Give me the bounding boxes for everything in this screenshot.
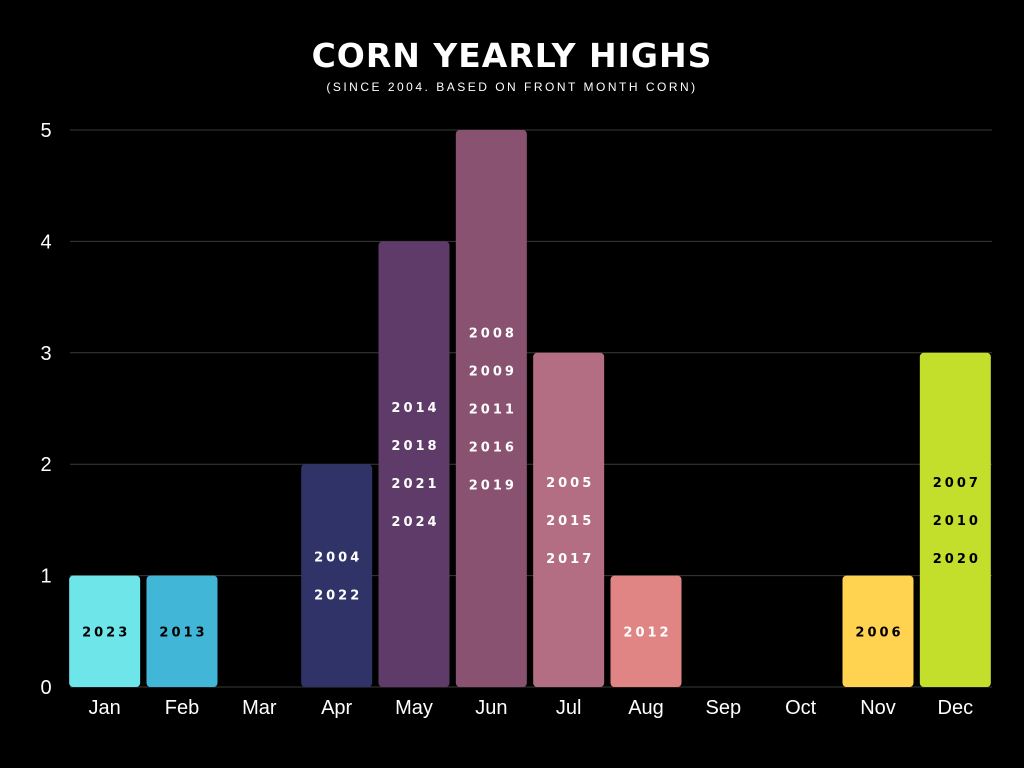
- y-tick-label: 3: [40, 343, 51, 365]
- bar-year-label: 2018: [391, 439, 439, 454]
- bar-year-label: 2019: [469, 479, 517, 494]
- bar: [378, 241, 450, 687]
- x-tick-label: Nov: [860, 697, 896, 719]
- y-tick-label: 2: [40, 454, 51, 476]
- chart-title: CORN YEARLY HIGHS: [311, 36, 713, 75]
- bar-year-label: 2005: [546, 476, 594, 491]
- y-tick-label: 5: [40, 120, 51, 142]
- bar-year-label: 2006: [855, 625, 903, 640]
- bar: [610, 575, 682, 687]
- x-tick-label: Dec: [938, 697, 974, 719]
- x-tick-label: Mar: [242, 697, 277, 719]
- bar-year-label: 2004: [314, 551, 362, 566]
- x-tick-label: Feb: [165, 697, 199, 719]
- bar: [842, 575, 914, 687]
- bar-year-label: 2022: [314, 589, 362, 604]
- x-tick-label: Apr: [321, 697, 352, 719]
- y-tick-label: 0: [40, 677, 51, 699]
- bar: [146, 575, 218, 687]
- bar-year-label: 2014: [391, 401, 439, 416]
- bar: [455, 130, 527, 687]
- bar: [533, 352, 605, 687]
- bar-year-label: 2007: [933, 476, 981, 491]
- y-tick-label: 4: [40, 231, 51, 253]
- x-tick-label: Jan: [89, 697, 121, 719]
- bar: [69, 575, 141, 687]
- bar-year-label: 2015: [546, 514, 594, 529]
- bar-year-label: 2021: [391, 477, 439, 492]
- bar-year-label: 2016: [469, 441, 517, 456]
- y-tick-label: 1: [40, 566, 51, 588]
- bar-year-label: 2012: [623, 625, 671, 640]
- x-tick-label: Aug: [628, 697, 664, 719]
- bar: [919, 352, 991, 687]
- x-tick-label: Oct: [785, 697, 817, 719]
- bar-year-label: 2023: [82, 625, 130, 640]
- bar-year-label: 2020: [933, 552, 981, 567]
- x-tick-label: Sep: [706, 697, 742, 719]
- bar-year-label: 2013: [159, 625, 207, 640]
- x-tick-label: Jun: [475, 697, 507, 719]
- bar-year-label: 2008: [469, 327, 517, 342]
- bar-year-label: 2010: [933, 514, 981, 529]
- chart-subtitle: (SINCE 2004. BASED ON FRONT MONTH CORN): [326, 80, 698, 94]
- bar-year-label: 2011: [469, 403, 517, 418]
- bar-year-label: 2017: [546, 552, 594, 567]
- bar-year-label: 2009: [469, 365, 517, 380]
- bar: [301, 464, 373, 687]
- x-tick-label: May: [395, 697, 433, 719]
- bar-year-label: 2024: [391, 515, 439, 530]
- x-tick-label: Jul: [556, 697, 582, 719]
